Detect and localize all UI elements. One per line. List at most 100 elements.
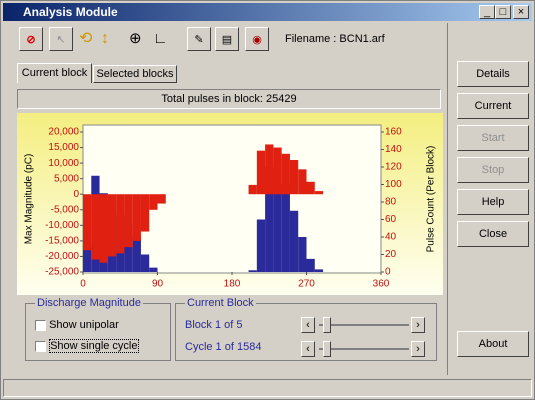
button[interactable]: Start xyxy=(457,125,529,151)
y-tick-label: -5,000 xyxy=(51,204,80,215)
bar xyxy=(149,268,157,272)
scroll-left[interactable]: ‹ xyxy=(301,317,315,333)
x-tick-label: 0 xyxy=(80,279,86,290)
y2-tick-label: 100 xyxy=(385,179,402,190)
slider-track xyxy=(319,324,409,326)
tab[interactable]: Selected blocks xyxy=(93,65,177,83)
y2-tick-label: 60 xyxy=(385,214,397,225)
y-tick-label: 5,000 xyxy=(54,173,79,184)
chart: Max Magnitude (pC) Pulse Count (Per Bloc… xyxy=(17,113,443,295)
button[interactable]: About xyxy=(457,331,529,357)
bar xyxy=(100,194,108,262)
tool-stop[interactable]: ⊘ xyxy=(19,27,43,51)
y-tick-label: -25,000 xyxy=(45,267,79,278)
y-tick-label: -20,000 xyxy=(45,251,79,262)
button-label: Help xyxy=(482,196,505,208)
bar xyxy=(315,191,323,194)
divider xyxy=(447,23,448,375)
tool-view[interactable]: ◉ xyxy=(245,27,269,51)
bar xyxy=(290,211,298,272)
bar xyxy=(133,194,141,241)
x-tick-label: 360 xyxy=(373,279,390,290)
button-label: Current xyxy=(475,100,512,112)
bar xyxy=(158,194,166,203)
close-x[interactable]: × xyxy=(513,5,529,19)
y2-tick-label: 0 xyxy=(385,267,391,278)
y2-tick-label: 80 xyxy=(385,197,397,208)
bar xyxy=(257,220,265,273)
bar xyxy=(273,148,281,195)
button-label: About xyxy=(479,338,508,350)
status-bar xyxy=(3,379,532,397)
y2-tick-label: 160 xyxy=(385,127,402,138)
bar xyxy=(249,270,257,272)
tool-graph[interactable]: ✎ xyxy=(187,27,211,51)
button[interactable]: Current xyxy=(457,93,529,119)
bar xyxy=(315,269,323,272)
bar xyxy=(141,194,149,231)
bar xyxy=(282,185,290,273)
tool-axes[interactable]: ∟ xyxy=(153,27,177,51)
bar xyxy=(124,194,132,247)
x-tick-label: 180 xyxy=(224,279,241,290)
bar xyxy=(83,194,91,250)
tool-scale[interactable]: ↕ xyxy=(101,27,125,51)
slider-track xyxy=(319,348,409,350)
y-tick-label: -15,000 xyxy=(45,236,79,247)
button-label: Start xyxy=(481,132,504,144)
bar xyxy=(290,160,298,194)
button[interactable]: Help xyxy=(457,189,529,215)
scroll-left[interactable]: ‹ xyxy=(301,341,315,357)
tab[interactable]: Current block xyxy=(17,63,92,83)
bar xyxy=(298,237,306,272)
y-tick-label: 15,000 xyxy=(48,142,79,153)
bar xyxy=(307,182,315,194)
tool-rotate[interactable]: ⟲ xyxy=(79,27,103,51)
button[interactable]: Close xyxy=(457,221,529,247)
filename: Filename : BCN1.arf xyxy=(285,33,385,45)
y-tick-label: 20,000 xyxy=(48,127,79,138)
maximize[interactable]: □ xyxy=(495,5,511,19)
y2-tick-label: 120 xyxy=(385,162,402,173)
checkbox-row[interactable]: Show single cycle xyxy=(35,340,139,352)
y-tick-label: 10,000 xyxy=(48,158,79,169)
checkbox[interactable] xyxy=(35,341,46,352)
button[interactable]: Details xyxy=(457,61,529,87)
checkbox-row[interactable]: Show unipolar xyxy=(35,319,119,331)
button-label: Stop xyxy=(482,164,505,176)
group-title: Discharge Magnitude xyxy=(35,297,143,309)
checkbox[interactable] xyxy=(35,320,46,331)
y-tick-label: -10,000 xyxy=(45,220,79,231)
y2-tick-label: 40 xyxy=(385,232,397,243)
tool-print[interactable]: ▤ xyxy=(215,27,239,51)
bar xyxy=(307,259,315,272)
bar xyxy=(116,194,124,253)
group-title: Current Block xyxy=(185,297,256,309)
y-tick-label: 0 xyxy=(73,189,79,200)
window: Analysis Module _ □ × ⊘ ↖ ⟲ ↕ ⊕ ∟ ✎ ▤ ◉ … xyxy=(0,0,535,400)
button-label: Details xyxy=(476,68,510,80)
scroll-right[interactable]: › xyxy=(411,341,425,357)
x-tick-label: 90 xyxy=(152,279,164,290)
y2-tick-label: 20 xyxy=(385,249,397,260)
checkbox-label: Show unipolar xyxy=(49,319,119,331)
scroll-right[interactable]: › xyxy=(411,317,425,333)
tool-zoom[interactable]: ⊕ xyxy=(129,27,153,51)
bar xyxy=(91,194,99,259)
button-label: Close xyxy=(479,228,507,240)
x-tick-label: 270 xyxy=(298,279,315,290)
slider-thumb[interactable] xyxy=(323,341,331,357)
y-axis-label: Max Magnitude (pC) xyxy=(24,154,35,245)
block-label: Block 1 of 5 xyxy=(185,319,242,331)
tool-pointer[interactable]: ↖ xyxy=(49,27,73,51)
y2-tick-label: 140 xyxy=(385,144,402,155)
button[interactable]: Stop xyxy=(457,157,529,183)
checkbox-label: Show single cycle xyxy=(49,339,138,353)
status: Total pulses in block: 25429 xyxy=(17,89,441,109)
page: Analysis Module _ □ × ⊘ ↖ ⟲ ↕ ⊕ ∟ ✎ ▤ ◉ … xyxy=(0,0,535,400)
minimize[interactable]: _ xyxy=(479,5,495,19)
bar xyxy=(108,194,116,256)
title-bar: Analysis Module xyxy=(3,3,532,21)
bar xyxy=(298,169,306,194)
slider-thumb[interactable] xyxy=(323,317,331,333)
